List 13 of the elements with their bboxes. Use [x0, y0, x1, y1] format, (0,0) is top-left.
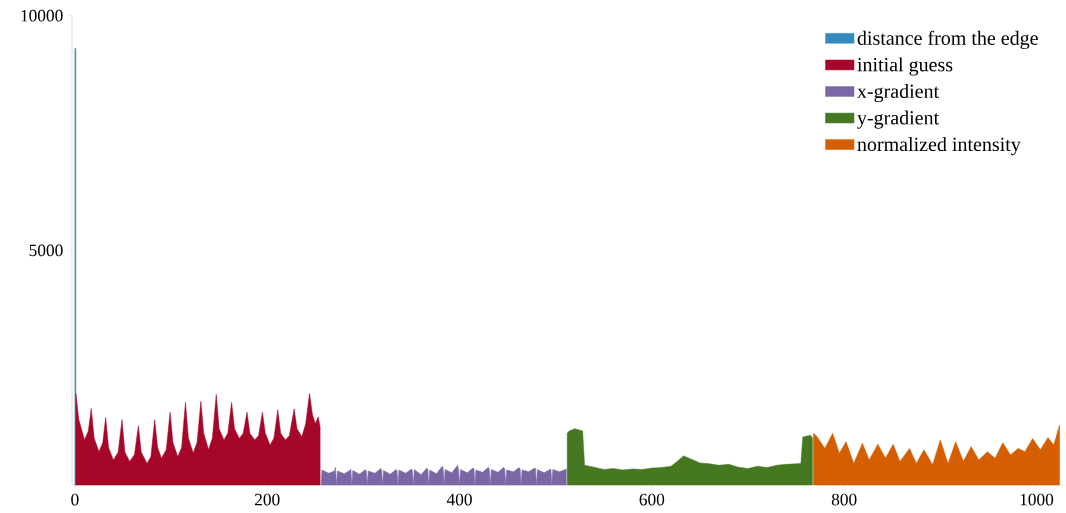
x-tick-label: 600: [639, 493, 665, 506]
y-tick-label: 10000: [21, 9, 63, 22]
legend-label: distance from the edge: [857, 30, 1038, 50]
x-tick-label: 0: [71, 493, 79, 506]
x-tick-label: 400: [446, 493, 472, 506]
legend-label: initial guess: [857, 57, 953, 76]
x-tick-label: 800: [831, 493, 857, 506]
legend-label: x-gradient: [857, 83, 940, 103]
x-tick-label: 200: [254, 493, 280, 506]
x-tick-label: 1000: [1020, 493, 1054, 506]
y-tick-label: 5000: [29, 244, 63, 257]
legend-label: y-gradient: [857, 110, 940, 129]
legend-label: normalized intensity: [857, 137, 1021, 156]
